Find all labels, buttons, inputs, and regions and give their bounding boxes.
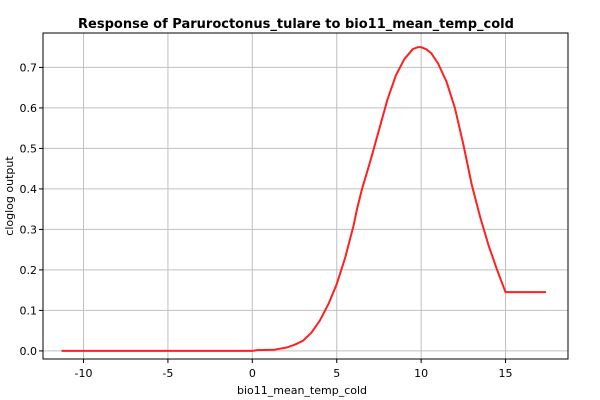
- x-tick-label: 0: [249, 367, 256, 380]
- x-tick-label: 10: [414, 367, 428, 380]
- chart-title: Response of Paruroctonus_tulare to bio11…: [78, 17, 514, 32]
- x-tick-label: -5: [162, 367, 173, 380]
- axis-ticks: -10 -5 0 5 10 15 0.0 0.1 0.2 0.3 0.4 0.5 0.6 0.7: [20, 61, 513, 380]
- y-tick-label: 0.7: [20, 61, 38, 74]
- plot-frame: [42, 32, 569, 360]
- x-tick-label: 15: [499, 367, 513, 380]
- y-axis-label: cloglog output: [3, 156, 16, 236]
- y-tick-label: 0.2: [20, 264, 38, 277]
- response-curve: [61, 46, 547, 352]
- x-axis-label: bio11_mean_temp_cold: [237, 384, 367, 397]
- series-layer: [61, 46, 547, 352]
- y-tick-label: 0.3: [20, 223, 38, 236]
- y-tick-label: 0.1: [20, 304, 38, 317]
- grid-lines: [43, 33, 568, 359]
- y-tick-label: 0.5: [20, 142, 38, 155]
- x-tick-label: 5: [333, 367, 340, 380]
- y-tick-label: 0.4: [20, 183, 38, 196]
- x-tick-label: -10: [75, 367, 93, 380]
- y-tick-label: 0.6: [20, 102, 38, 115]
- y-tick-label: 0.0: [20, 345, 38, 358]
